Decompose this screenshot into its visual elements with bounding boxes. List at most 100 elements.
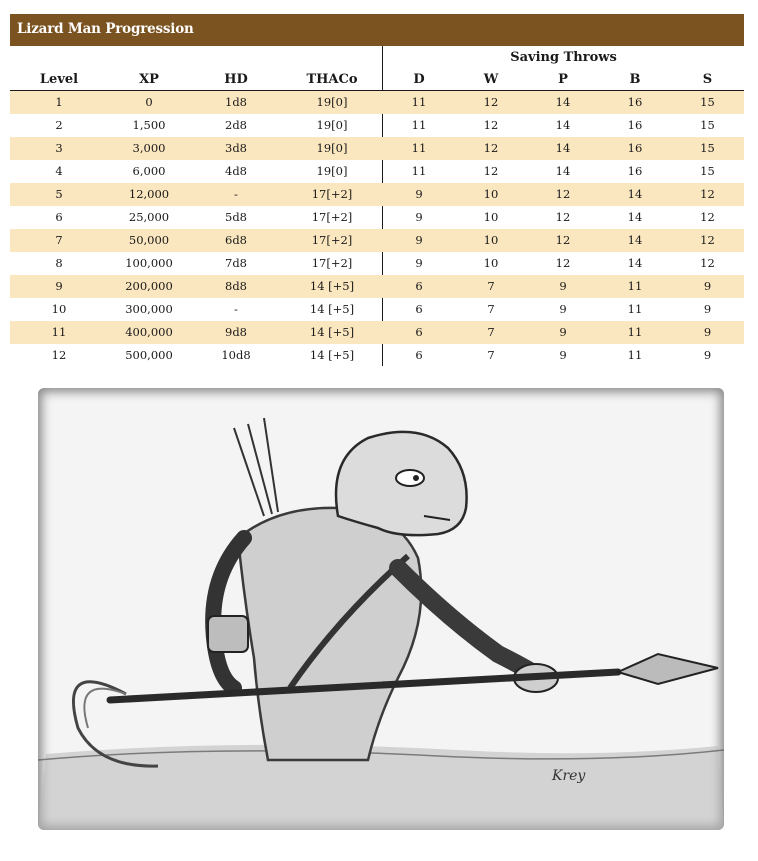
water [38,744,724,830]
cell-save-p: 14 [555,164,571,178]
eye [395,469,425,487]
cell-save-w: 7 [487,279,495,293]
cell-hd: 1d8 [225,95,247,109]
cell-save-s: 15 [700,164,715,178]
header-row: Level XP HD THACo D W P B S [10,70,744,90]
artist-signature: Krey [551,768,586,784]
cell-level: 3 [55,141,63,155]
cell-level: 7 [55,233,63,247]
header-save-s: S [702,72,713,87]
cell-xp: 50,000 [128,233,170,247]
cell-xp: 0 [145,95,153,109]
cell-save-b: 14 [627,187,643,201]
cell-save-s: 9 [703,279,712,293]
header-thaco: THACo [306,72,358,87]
header-save-d: D [413,72,425,87]
cell-save-b: 14 [627,210,643,224]
cell-save-s: 9 [703,302,712,316]
cell-xp: 300,000 [125,302,173,316]
cell-save-p: 12 [555,210,571,224]
saving-throws-heading: Saving Throws [510,50,617,65]
header-rule [10,90,744,91]
cell-save-p: 12 [555,187,571,201]
cell-save-p: 9 [559,279,567,293]
cell-save-w: 7 [487,348,495,362]
cell-save-w: 12 [483,118,499,132]
cell-save-d: 11 [411,164,427,178]
header-xp: XP [139,72,159,87]
cell-save-w: 7 [487,302,495,316]
cell-save-p: 9 [559,348,567,362]
cell-hd: 10d8 [221,348,251,362]
cell-level: 6 [55,210,63,224]
cell-save-b: 11 [627,348,643,362]
cell-save-d: 6 [415,348,423,362]
spear-shaft [106,668,622,704]
cell-xp: 400,000 [125,325,173,339]
title-bar: Lizard Man Progression [10,14,744,46]
cell-level: 2 [55,118,63,132]
cell-hd: - [234,187,238,201]
cell-save-s: 12 [700,187,715,201]
cell-xp: 500,000 [125,348,173,362]
cell-save-d: 11 [411,141,427,155]
cell-xp: 25,000 [128,210,170,224]
cell-thaco: 19[0] [316,118,348,132]
cell-hd: 3d8 [225,141,247,155]
bracer [207,615,249,653]
cell-save-b: 14 [627,233,643,247]
cell-save-d: 9 [415,256,423,270]
cell-hd: 7d8 [225,256,247,270]
table-row: 11 400,000 9d8 14 [+5] 6 7 9 11 9 [10,321,744,344]
header-save-b: B [629,72,641,87]
cell-hd: 2d8 [225,118,247,132]
cell-save-s: 12 [700,210,715,224]
spear-head [615,652,719,686]
cell-save-b: 16 [627,118,643,132]
cell-save-s: 9 [703,348,712,362]
cell-save-w: 10 [483,210,499,224]
cell-save-b: 11 [627,302,643,316]
cell-level: 10 [51,302,67,316]
cell-save-b: 11 [627,279,643,293]
cell-save-s: 9 [703,325,712,339]
cell-save-s: 15 [700,95,715,109]
table-row: 3 3,000 3d8 19[0] 11 12 14 16 15 [10,137,744,160]
cell-hd: 8d8 [225,279,247,293]
cell-save-w: 12 [483,164,499,178]
header-level: Level [39,72,79,87]
table-row: 8 100,000 7d8 17[+2] 9 10 12 14 12 [10,252,744,275]
cell-xp: 6,000 [132,164,166,178]
cell-hd: 9d8 [225,325,247,339]
header-hd: HD [224,72,248,87]
cell-save-w: 10 [483,233,499,247]
cell-save-s: 15 [700,141,715,155]
cell-save-d: 11 [411,118,427,132]
table-row: 2 1,500 2d8 19[0] 11 12 14 16 15 [10,114,744,137]
cell-thaco: 14 [+5] [309,325,355,339]
cell-save-s: 12 [700,233,715,247]
cell-save-w: 12 [483,141,499,155]
cell-thaco: 14 [+5] [309,348,355,362]
tail [72,680,159,768]
cell-save-b: 16 [627,141,643,155]
table-row: 1 0 1d8 19[0] 11 12 14 16 15 [10,91,744,114]
cell-save-w: 10 [483,187,499,201]
cell-save-b: 14 [627,256,643,270]
cell-level: 4 [55,164,63,178]
cell-hd: 6d8 [225,233,247,247]
cell-thaco: 17[+2] [311,187,353,201]
cell-save-p: 12 [555,256,571,270]
cell-hd: - [234,302,238,316]
cell-level: 1 [55,95,63,109]
cell-thaco: 14 [+5] [309,279,355,293]
cell-save-d: 6 [415,302,423,316]
cell-save-d: 11 [411,95,427,109]
cell-thaco: 19[0] [316,164,348,178]
cell-thaco: 19[0] [316,141,348,155]
header-save-w: W [483,72,499,87]
cell-save-w: 10 [483,256,499,270]
cell-thaco: 14 [+5] [309,302,355,316]
cell-save-w: 7 [487,325,495,339]
cell-save-s: 12 [700,256,715,270]
